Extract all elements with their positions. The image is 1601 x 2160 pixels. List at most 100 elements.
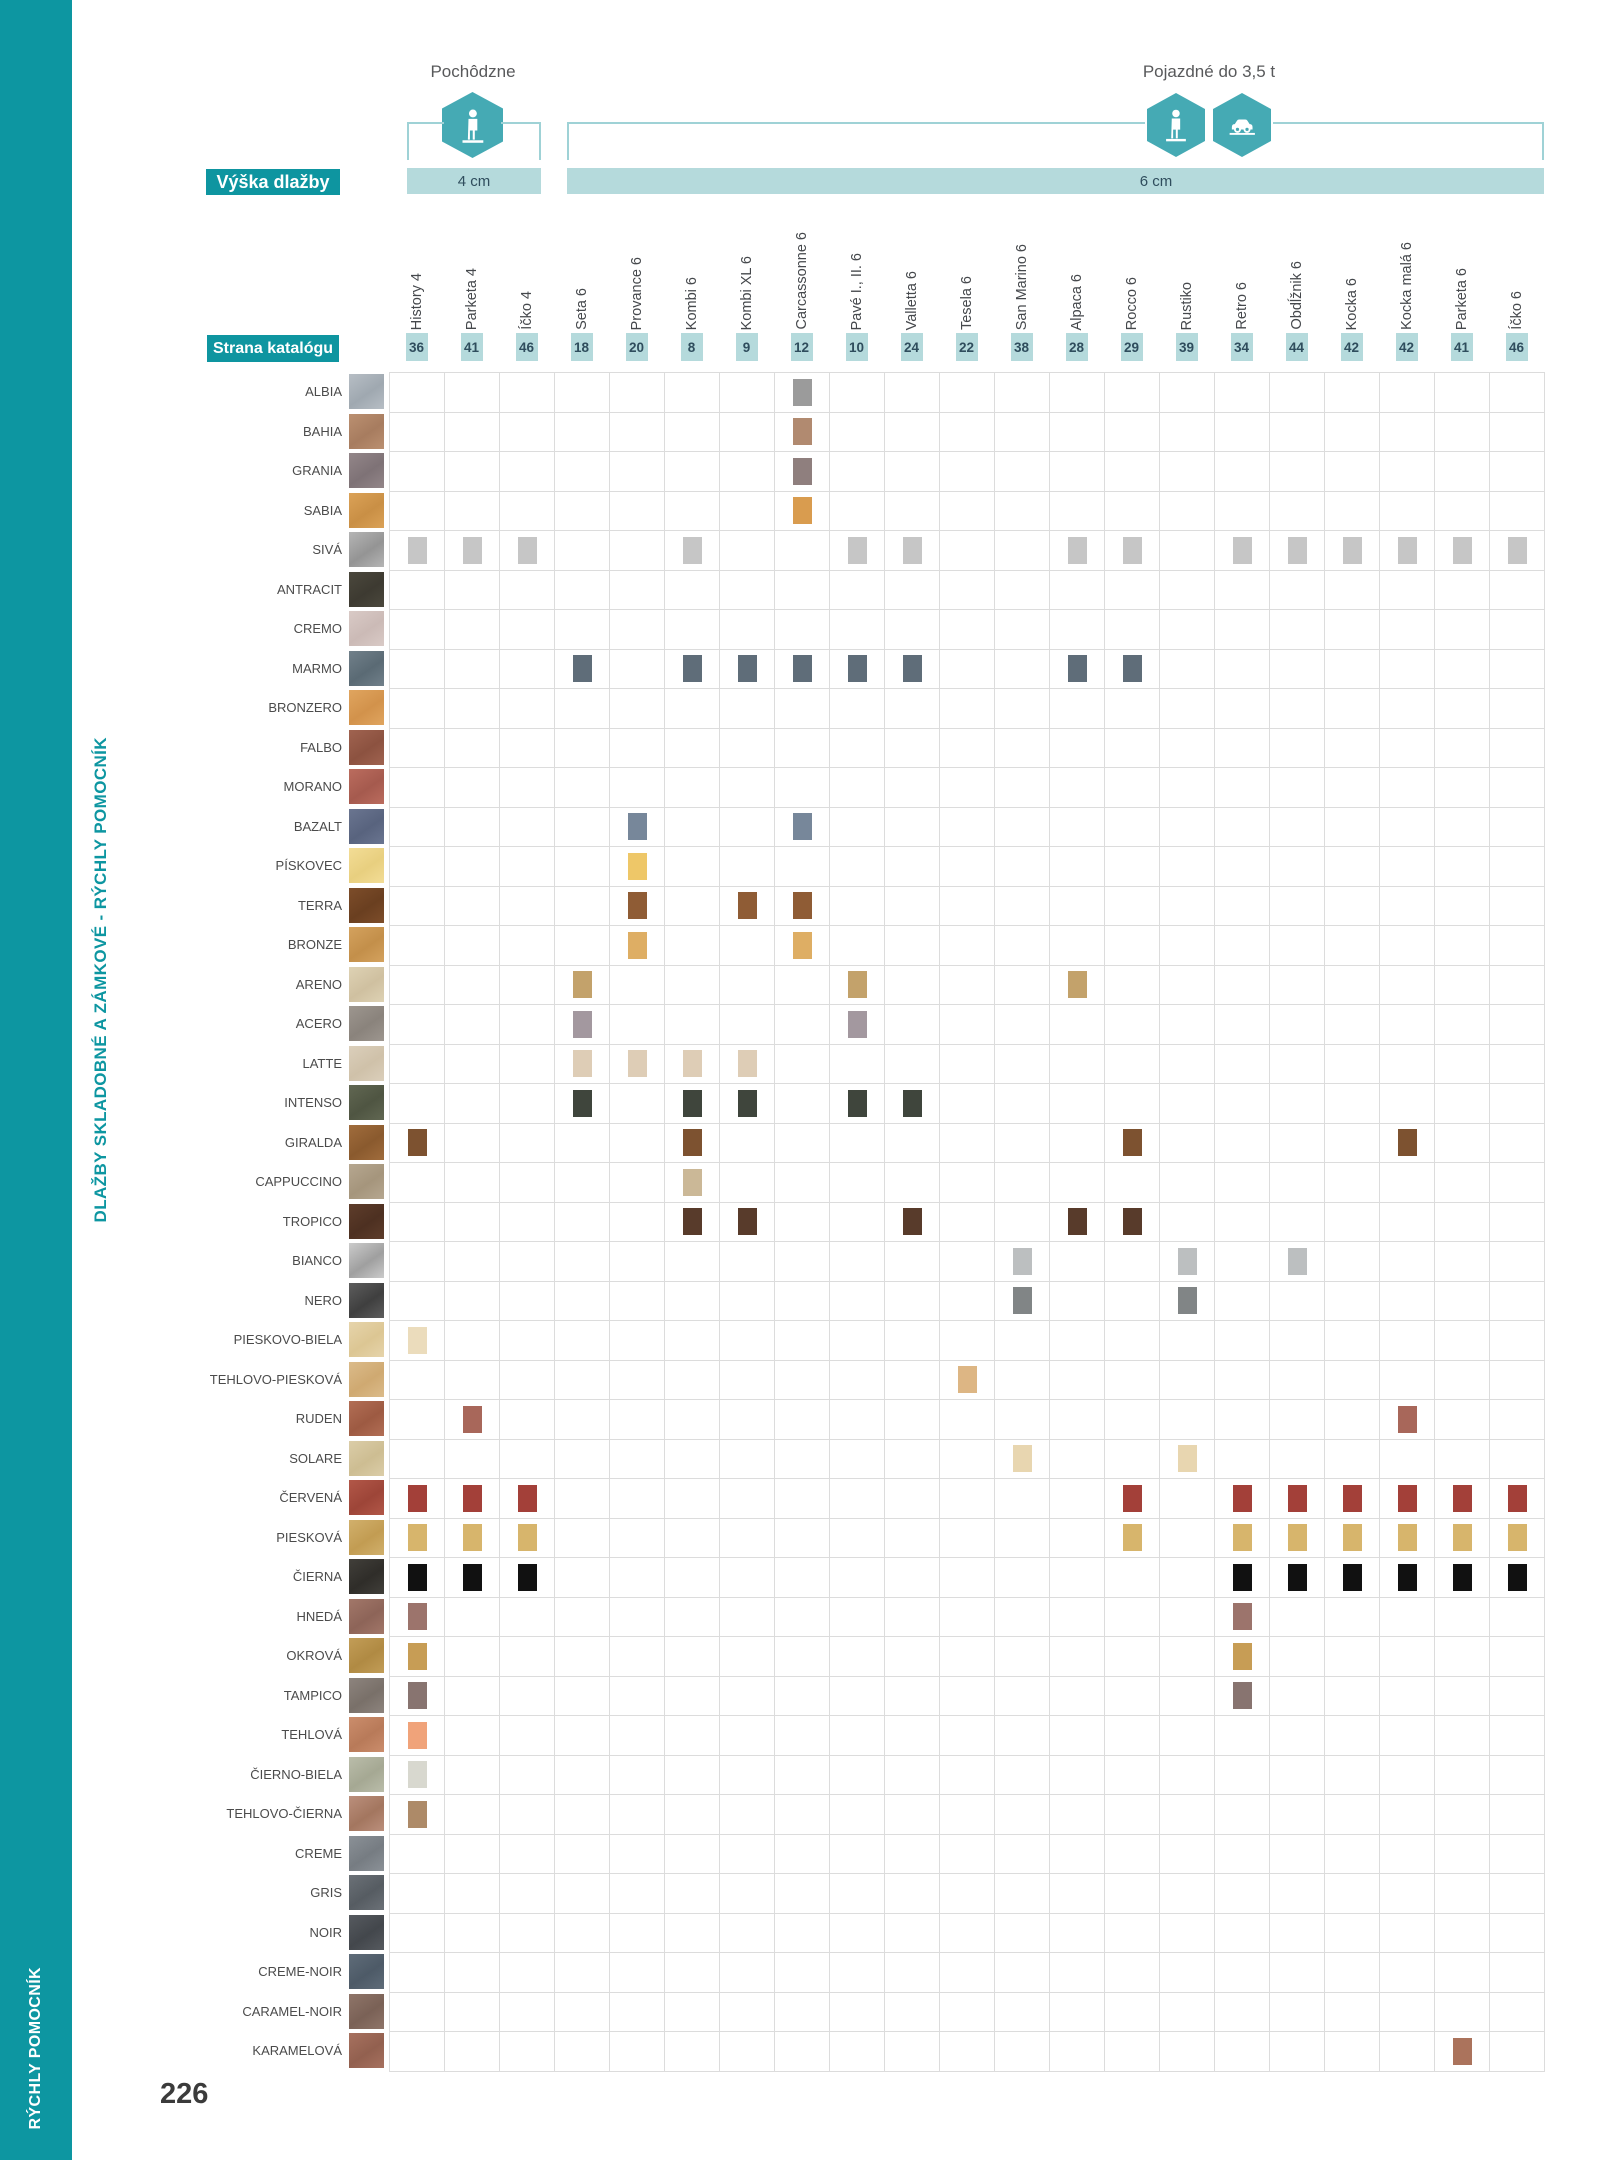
matrix-cell [1105,491,1160,531]
matrix-cell [1380,610,1435,650]
matrix-cell [1435,768,1490,808]
matrix-cell [1050,1597,1105,1637]
availability-marker [737,1208,757,1236]
matrix-cell [1215,1913,1270,1953]
matrix-cell [610,649,665,689]
matrix-cell [500,1202,555,1242]
matrix-cell [1270,1044,1325,1084]
matrix-cell [1105,1676,1160,1716]
availability-marker [1067,1208,1087,1236]
matrix-cell [555,1202,610,1242]
matrix-cell [1435,1005,1490,1045]
column-header-text: Kombi XL 6 [738,255,755,330]
matrix-cell [830,1913,885,1953]
availability-marker [1122,655,1142,683]
matrix-cell [1050,847,1105,887]
matrix-cell [1380,531,1435,571]
availability-marker [792,457,812,485]
matrix-cell [1215,1084,1270,1124]
row-label: TEHLOVO-PIESKOVÁ [150,1360,384,1400]
matrix-cell [555,1281,610,1321]
matrix-cell [1215,1518,1270,1558]
matrix-cell [830,1992,885,2032]
matrix-cell [1215,886,1270,926]
matrix-cell [1050,1321,1105,1361]
matrix-cell [940,2032,995,2072]
column-header: Pavé I., II. 6 [829,196,884,330]
matrix-cell [1490,1834,1545,1874]
matrix-cell [1270,1005,1325,1045]
availability-marker [792,931,812,959]
matrix-cell [720,1321,775,1361]
availability-marker [1232,536,1252,564]
availability-marker [1232,1563,1252,1591]
matrix-cell [1270,768,1325,808]
matrix-cell [775,1874,830,1914]
matrix-cell [830,1755,885,1795]
matrix-cell [665,689,720,729]
matrix-cell [995,1992,1050,2032]
bracket-4cm [539,122,541,160]
matrix-cell [1215,1479,1270,1519]
matrix-cell [610,807,665,847]
matrix-cell [885,1992,940,2032]
matrix-cell [995,1360,1050,1400]
matrix-cell [1270,728,1325,768]
matrix-cell [610,1518,665,1558]
matrix-cell [1160,1360,1215,1400]
matrix-cell [995,847,1050,887]
matrix-cell [1160,2032,1215,2072]
matrix-cell [1270,1558,1325,1598]
color-swatch [349,769,384,805]
matrix-cell [555,965,610,1005]
matrix-cell [720,1637,775,1677]
matrix-cell [1380,1755,1435,1795]
color-swatch [349,1638,384,1674]
matrix-cell [885,1716,940,1756]
matrix-cell [830,768,885,808]
availability-marker [957,1366,977,1394]
matrix-cell [1270,807,1325,847]
matrix-cell [775,412,830,452]
availability-marker [847,1089,867,1117]
matrix-cell [1215,373,1270,413]
matrix-cell [1215,1439,1270,1479]
matrix-cell [390,1637,445,1677]
column-header-text: San Marino 6 [1013,243,1030,330]
matrix-cell [1160,1163,1215,1203]
row-label: BRONZERO [150,688,384,728]
matrix-cell [995,2032,1050,2072]
matrix-cell [1435,1795,1490,1835]
matrix-cell [720,1558,775,1598]
matrix-cell [885,1676,940,1716]
matrix-cell [1270,1992,1325,2032]
matrix-cell [445,2032,500,2072]
matrix-cell [445,1321,500,1361]
matrix-cell [1380,1953,1435,1993]
color-swatch [349,966,384,1002]
matrix-cell [500,1558,555,1598]
matrix-cell [775,1834,830,1874]
matrix-cell [1160,412,1215,452]
matrix-cell [610,1874,665,1914]
matrix-cell [1435,728,1490,768]
matrix-cell [1050,649,1105,689]
matrix-cell [445,373,500,413]
color-name: CREME [295,1845,342,1861]
matrix-cell [390,1913,445,1953]
matrix-cell [940,1479,995,1519]
matrix-cell [940,1518,995,1558]
color-swatch [349,690,384,726]
matrix-cell [720,1716,775,1756]
availability-marker [407,1603,427,1631]
matrix-cell [1325,1795,1380,1835]
matrix-cell [775,1558,830,1598]
row-label: GIRALDA [150,1123,384,1163]
matrix-cell [720,728,775,768]
row-label: MORANO [150,767,384,807]
matrix-cell [940,1637,995,1677]
matrix-cell [830,1518,885,1558]
matrix-cell [1105,1795,1160,1835]
matrix-cell [1160,531,1215,571]
matrix-cell [995,491,1050,531]
